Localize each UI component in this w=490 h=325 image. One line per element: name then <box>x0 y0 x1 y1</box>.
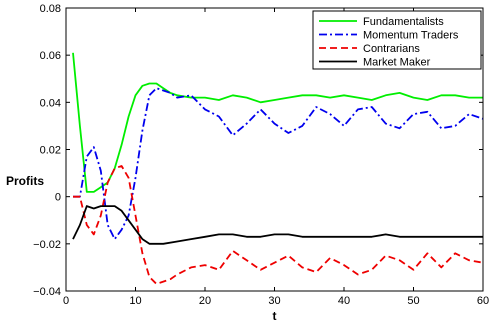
series-line-fundamentalists <box>72 52 483 193</box>
legend-label: Contrarians <box>363 43 420 55</box>
series-line-momentum-traders <box>73 87 484 241</box>
series-line-market-maker <box>72 205 483 245</box>
y-tick-label: 0.08 <box>40 3 61 15</box>
x-tick-label: 20 <box>199 295 211 307</box>
ticks-layer: 0 10 20 30 40 50 60 −0.04 −0.02 0 0.02 0.04 0.06 0.08 <box>33 3 489 307</box>
x-tick-label: 10 <box>129 295 141 307</box>
legend-label: Fundamentalists <box>363 16 444 28</box>
y-tick-label: 0.04 <box>40 97 61 109</box>
y-tick-label: 0.06 <box>40 50 61 62</box>
y-tick-label: 0.02 <box>40 145 61 157</box>
y-tick-label: −0.04 <box>33 286 61 298</box>
x-tick-label: 30 <box>268 295 280 307</box>
legend: Fundamentalists Momentum TradersContraria… <box>312 10 482 70</box>
x-axis-label: t <box>273 309 277 323</box>
legend-label: Market Maker <box>363 57 431 69</box>
x-tick-label: 40 <box>338 295 350 307</box>
legend-label: Momentum Traders <box>363 30 459 42</box>
y-axis-label: Profits <box>6 174 44 188</box>
x-tick-label: 50 <box>407 295 419 307</box>
x-tick-label: 60 <box>477 295 489 307</box>
series-layer <box>72 52 484 285</box>
y-tick-label: 0 <box>55 192 61 204</box>
x-tick-label: 0 <box>63 295 69 307</box>
y-tick-label: −0.02 <box>33 239 61 251</box>
